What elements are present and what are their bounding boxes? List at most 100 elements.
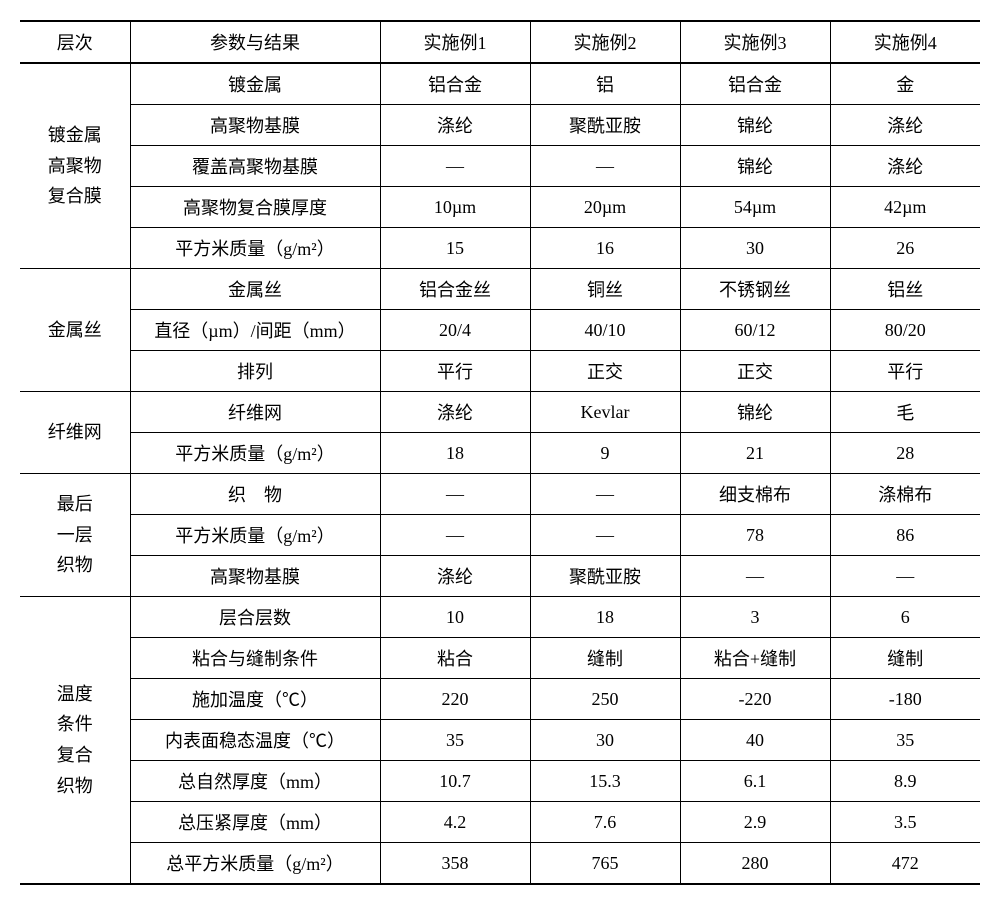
table-body: 镀金属高聚物复合膜镀金属铝合金铝铝合金金高聚物基膜涤纶聚酰亚胺锦纶涤纶覆盖高聚物…	[20, 63, 980, 884]
value-cell: 8.9	[830, 761, 980, 802]
group-label: 纤维网	[20, 392, 130, 474]
value-cell: —	[680, 556, 830, 597]
value-cell: 15.3	[530, 761, 680, 802]
table-row: 温度条件复合织物层合层数101836	[20, 597, 980, 638]
value-cell: 54µm	[680, 187, 830, 228]
table-row: 总自然厚度（mm）10.715.36.18.9	[20, 761, 980, 802]
col-header-layer: 层次	[20, 21, 130, 63]
param-cell: 层合层数	[130, 597, 380, 638]
param-cell: 施加温度（℃）	[130, 679, 380, 720]
value-cell: Kevlar	[530, 392, 680, 433]
value-cell: 正交	[680, 351, 830, 392]
value-cell: 250	[530, 679, 680, 720]
value-cell: 15	[380, 228, 530, 269]
param-cell: 高聚物基膜	[130, 105, 380, 146]
table-row: 施加温度（℃）220250-220-180	[20, 679, 980, 720]
param-cell: 粘合与缝制条件	[130, 638, 380, 679]
group-label-line: 金属丝	[48, 320, 102, 340]
param-cell: 高聚物复合膜厚度	[130, 187, 380, 228]
value-cell: 35	[380, 720, 530, 761]
group-label-line: 温度	[57, 684, 93, 704]
table-row: 金属丝金属丝铝合金丝铜丝不锈钢丝铝丝	[20, 269, 980, 310]
value-cell: 2.9	[680, 802, 830, 843]
value-cell: 涤纶	[380, 105, 530, 146]
table-row: 高聚物基膜涤纶聚酰亚胺——	[20, 556, 980, 597]
value-cell: 3	[680, 597, 830, 638]
value-cell: 9	[530, 433, 680, 474]
group-label-line: 复合膜	[48, 186, 102, 206]
value-cell: 粘合+缝制	[680, 638, 830, 679]
param-cell: 金属丝	[130, 269, 380, 310]
value-cell: 涤纶	[830, 105, 980, 146]
param-cell: 内表面稳态温度（℃）	[130, 720, 380, 761]
value-cell: 220	[380, 679, 530, 720]
value-cell: 21	[680, 433, 830, 474]
value-cell: 铝丝	[830, 269, 980, 310]
value-cell: 4.2	[380, 802, 530, 843]
value-cell: 472	[830, 843, 980, 885]
group-label-line: 一层	[57, 525, 93, 545]
param-cell: 总自然厚度（mm）	[130, 761, 380, 802]
value-cell: 26	[830, 228, 980, 269]
group-label-line: 纤维网	[48, 422, 102, 442]
value-cell: —	[380, 474, 530, 515]
value-cell: 铜丝	[530, 269, 680, 310]
table-row: 高聚物基膜涤纶聚酰亚胺锦纶涤纶	[20, 105, 980, 146]
table-row: 总压紧厚度（mm）4.27.62.93.5	[20, 802, 980, 843]
group-label-line: 高聚物	[48, 156, 102, 176]
value-cell: 20µm	[530, 187, 680, 228]
param-cell: 总压紧厚度（mm）	[130, 802, 380, 843]
value-cell: 铝	[530, 63, 680, 105]
value-cell: 锦纶	[680, 392, 830, 433]
value-cell: 涤棉布	[830, 474, 980, 515]
col-header-ex2: 实施例2	[530, 21, 680, 63]
param-cell: 覆盖高聚物基膜	[130, 146, 380, 187]
table-row: 覆盖高聚物基膜——锦纶涤纶	[20, 146, 980, 187]
value-cell: 铝合金	[380, 63, 530, 105]
value-cell: —	[380, 146, 530, 187]
value-cell: 20/4	[380, 310, 530, 351]
table-row: 直径（µm）/间距（mm）20/440/1060/1280/20	[20, 310, 980, 351]
value-cell: —	[830, 556, 980, 597]
value-cell: 280	[680, 843, 830, 885]
value-cell: -180	[830, 679, 980, 720]
value-cell: 10	[380, 597, 530, 638]
table-container: 层次 参数与结果 实施例1 实施例2 实施例3 实施例4 镀金属高聚物复合膜镀金…	[20, 20, 980, 885]
value-cell: 30	[680, 228, 830, 269]
value-cell: 聚酰亚胺	[530, 556, 680, 597]
value-cell: 30	[530, 720, 680, 761]
table-row: 高聚物复合膜厚度10µm20µm54µm42µm	[20, 187, 980, 228]
value-cell: 锦纶	[680, 105, 830, 146]
value-cell: 6.1	[680, 761, 830, 802]
value-cell: 40	[680, 720, 830, 761]
group-label: 最后一层织物	[20, 474, 130, 597]
value-cell: 金	[830, 63, 980, 105]
value-cell: —	[530, 474, 680, 515]
value-cell: 40/10	[530, 310, 680, 351]
value-cell: 10.7	[380, 761, 530, 802]
col-header-ex4: 实施例4	[830, 21, 980, 63]
value-cell: 缝制	[830, 638, 980, 679]
table-row: 内表面稳态温度（℃）35304035	[20, 720, 980, 761]
parameters-table: 层次 参数与结果 实施例1 实施例2 实施例3 实施例4 镀金属高聚物复合膜镀金…	[20, 20, 980, 885]
group-label-line: 织物	[57, 555, 93, 575]
param-cell: 平方米质量（g/m²）	[130, 515, 380, 556]
table-row: 平方米质量（g/m²）——7886	[20, 515, 980, 556]
table-row: 最后一层织物织 物——细支棉布涤棉布	[20, 474, 980, 515]
value-cell: 正交	[530, 351, 680, 392]
value-cell: 80/20	[830, 310, 980, 351]
group-label: 金属丝	[20, 269, 130, 392]
table-row: 总平方米质量（g/m²）358765280472	[20, 843, 980, 885]
param-cell: 平方米质量（g/m²）	[130, 228, 380, 269]
value-cell: 涤纶	[830, 146, 980, 187]
param-cell: 织 物	[130, 474, 380, 515]
value-cell: 78	[680, 515, 830, 556]
col-header-ex3: 实施例3	[680, 21, 830, 63]
value-cell: 35	[830, 720, 980, 761]
value-cell: 86	[830, 515, 980, 556]
value-cell: 平行	[830, 351, 980, 392]
col-header-ex1: 实施例1	[380, 21, 530, 63]
value-cell: 16	[530, 228, 680, 269]
value-cell: 60/12	[680, 310, 830, 351]
group-label-line: 条件	[57, 714, 93, 734]
